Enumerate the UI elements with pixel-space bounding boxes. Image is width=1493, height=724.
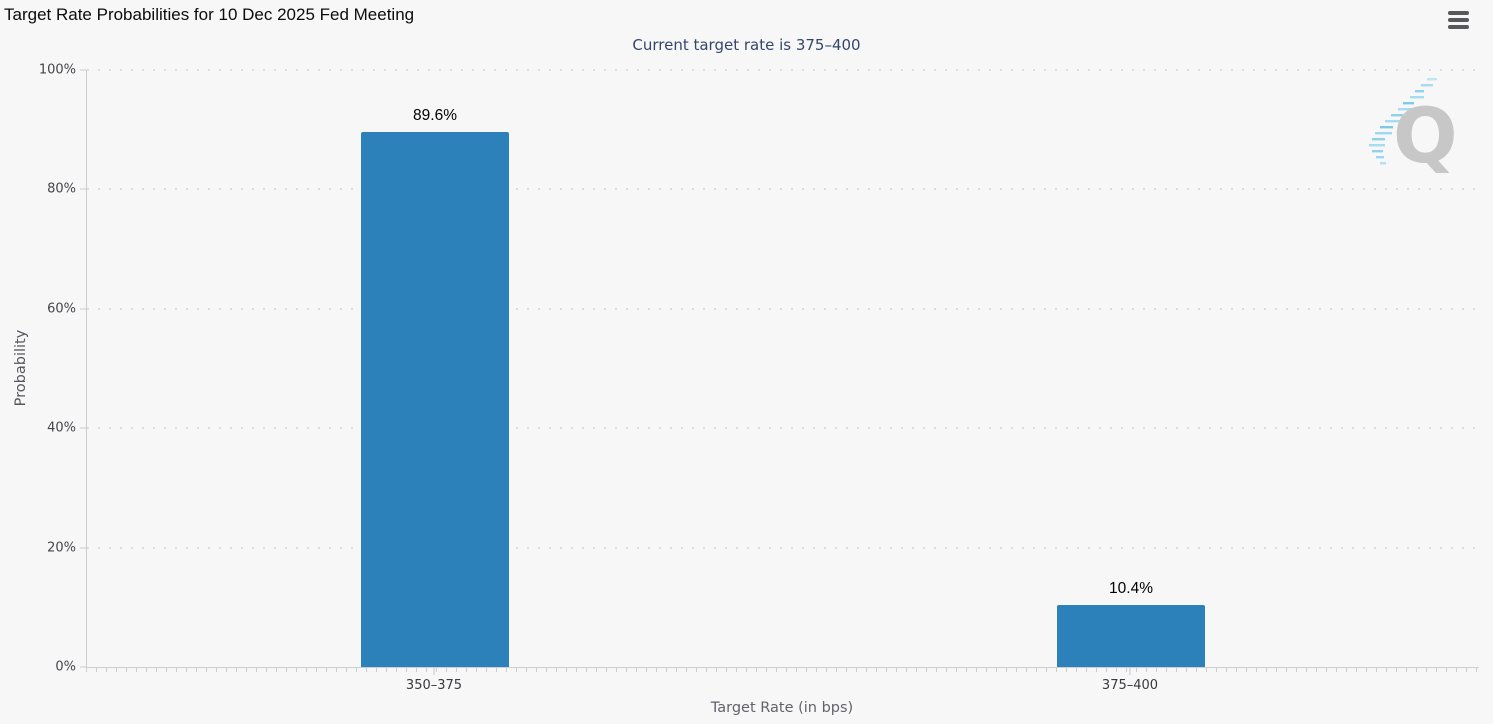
chart-subtitle: Current target rate is 375–400 [632,36,861,54]
y-tick-label: 0% [55,659,76,675]
y-tick-label: 100% [38,62,76,78]
y-tick-mark [80,188,86,190]
bar-value-label: 10.4% [1109,579,1153,597]
x-axis-title: Target Rate (in bps) [710,700,854,716]
probability-bar[interactable] [1057,604,1205,667]
gridline-40 [87,427,1479,430]
x-axis-minor-ticks [86,668,1478,672]
y-tick-mark [80,308,86,310]
y-tick-label: 80% [47,181,76,197]
plot-area: 89.6% 10.4% [86,69,1479,668]
chart-title: Target Rate Probabilities for 10 Dec 202… [4,5,415,24]
x-tick-label: 375–400 [1101,678,1159,693]
y-axis-labels: 0% 20% 40% 60% 80% 100% [0,64,76,674]
y-tick-mark [80,427,86,429]
y-tick-label: 40% [47,420,76,436]
y-tick-mark [80,666,86,668]
hamburger-menu-icon [1448,11,1469,15]
hamburger-menu-icon [1448,18,1469,22]
quikstrike-watermark-logo: Q [1369,78,1458,178]
x-axis-major-ticks [86,668,1478,676]
y-tick-label: 60% [47,301,76,317]
bar-value-label: 89.6% [413,107,457,125]
y-axis-ticks [80,69,86,668]
gridline-80 [87,188,1479,191]
y-tick-mark [80,69,86,71]
y-tick-mark [80,547,86,549]
x-tick-label: 350–375 [405,678,463,693]
x-major-tick-mark [1129,668,1131,675]
x-major-tick-mark [433,668,435,675]
chart-context-menu-button[interactable] [1447,10,1471,30]
watermark-swoosh-icon [1369,78,1437,165]
probability-bar[interactable] [361,132,509,667]
watermark-q-letter: Q [1393,91,1458,178]
gridline-60 [87,307,1479,310]
gridline-100 [87,69,1479,71]
hamburger-menu-icon [1448,25,1469,29]
x-axis-labels: 350–375 375–400 [86,678,1478,698]
y-tick-label: 20% [47,540,76,556]
gridline-20 [87,546,1479,549]
